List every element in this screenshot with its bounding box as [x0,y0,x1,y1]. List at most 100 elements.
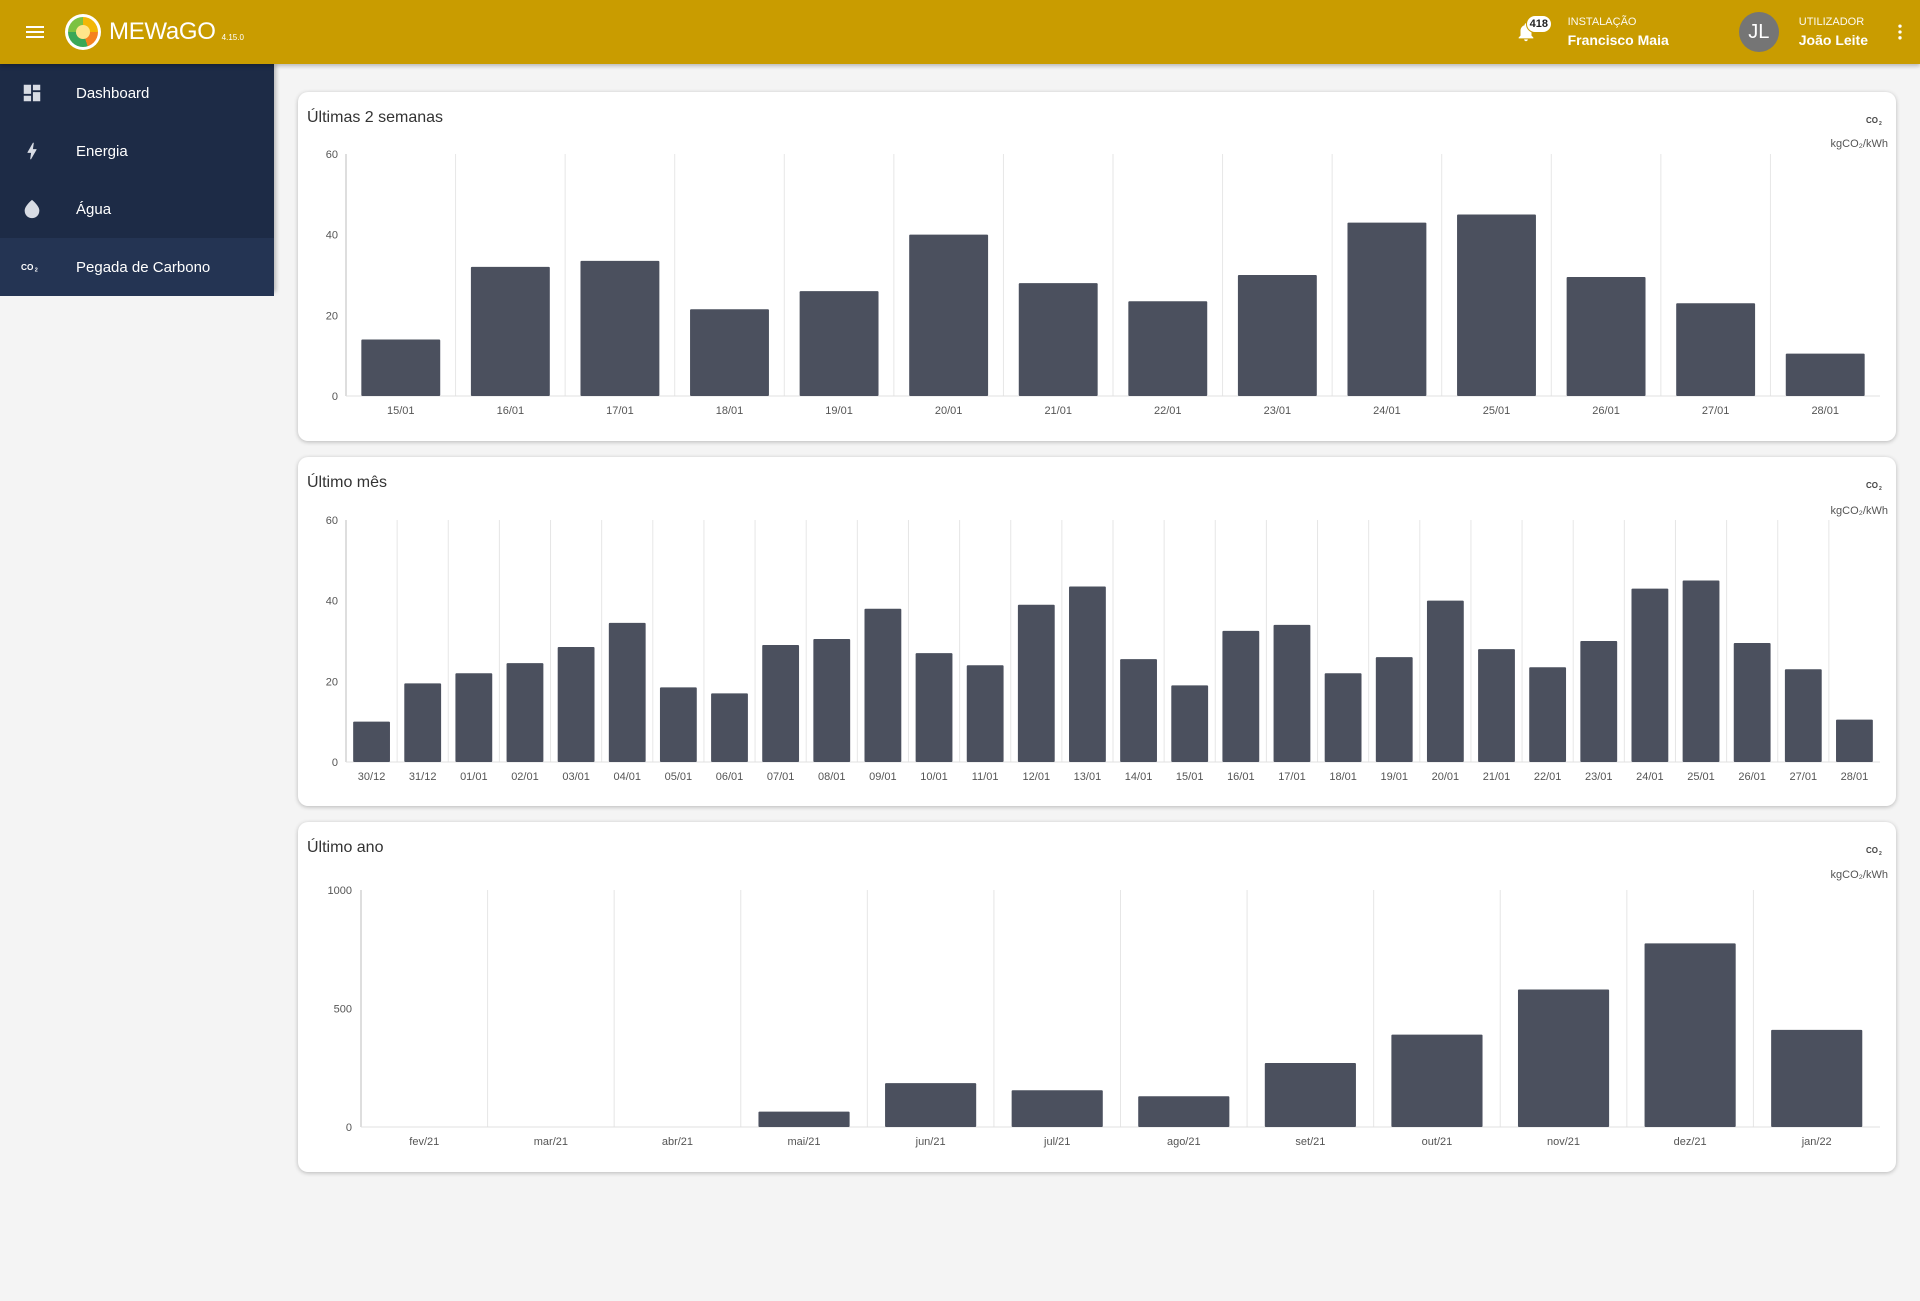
bar [404,683,442,762]
x-tick-label: 11/01 [972,771,999,783]
bar-chart: 0 20 40 60 30/12 31/12 01/01 02/01 03/01 04/01 05/… [326,515,1880,783]
x-tick-label: jun/21 [915,1136,946,1148]
bar [1120,659,1157,762]
menu-button[interactable] [0,0,70,64]
x-tick-label: 26/01 [1592,405,1620,417]
x-tick-label: ago/21 [1167,1136,1201,1148]
x-tick-label: 24/01 [1373,405,1401,417]
x-tick-label: 23/01 [1264,405,1292,417]
installation-name: Francisco Maia [1567,32,1669,48]
sidebar-item-agua[interactable]: Água [0,180,274,238]
x-tick-label: jul/21 [1043,1136,1070,1148]
x-tick-label: 25/01 [1687,771,1715,783]
x-tick-label: 05/01 [665,771,693,783]
bar [762,645,800,762]
bar [758,1111,850,1127]
x-tick-label: 26/01 [1738,771,1766,783]
installation-selector[interactable]: INSTALAÇÃO Francisco Maia [1568,16,1669,48]
bar [1264,1063,1356,1127]
bar [455,673,493,762]
bar [1222,630,1260,762]
x-tick-label: 03/01 [562,771,590,783]
bar-chart: 0 500 1000 fev/21 mar/21 abr/21 mai/21 jun/21 ju… [328,885,1880,1148]
sidebar-item-pegada-de-carbono[interactable]: CO 2 Pegada de Carbono [0,238,274,296]
bar [353,721,390,762]
bar [1426,600,1464,762]
x-tick-label: 07/01 [767,771,795,783]
water-drop-icon [24,199,40,219]
x-tick-label: 31/12 [409,771,437,783]
y-tick-label: 60 [326,149,338,161]
bar [1631,588,1669,762]
bar [1457,214,1536,396]
y-tick-label: 20 [326,310,338,322]
y-tick-label: 0 [332,391,338,403]
svg-text:CO: CO [1866,116,1878,125]
x-tick-label: mai/21 [788,1136,821,1148]
dashboard-icon [23,84,41,102]
co2-icon[interactable]: CO 2 [1866,114,1886,126]
bar [1237,275,1317,396]
x-tick-label: 22/01 [1534,771,1562,783]
x-tick-label: 10/01 [920,771,948,783]
bar [1128,301,1208,396]
chart-card-last-month: Último mês CO 2 kgCO₂/kWh 0 20 40 60 30/12 31/… [298,457,1896,806]
notification-count-badge: 418 [1525,15,1552,33]
bar [1273,624,1311,762]
notifications-button[interactable]: 418 [1506,12,1552,52]
bar [1011,1090,1103,1127]
y-tick-label: 1000 [328,885,352,897]
bar [1347,222,1427,396]
bar [1529,667,1567,762]
bar [1478,649,1515,762]
x-tick-label: 27/01 [1790,771,1818,783]
sidebar-item-energia[interactable]: Energia [0,122,274,180]
bar [1566,277,1646,396]
x-tick-label: abr/21 [662,1136,693,1148]
x-tick-label: 20/01 [1432,771,1460,783]
bar [1375,657,1413,762]
top-app-bar: MEWaGO 4.15.0 418 INSTALAÇÃO Francisco M… [0,0,1920,64]
co2-icon[interactable]: CO 2 [1866,479,1886,491]
svg-text:2: 2 [1879,121,1882,126]
user-avatar[interactable]: JL [1738,12,1779,52]
x-tick-label: 19/01 [825,405,853,417]
x-tick-label: 15/01 [1176,771,1204,783]
card-title: Último mês [307,474,388,491]
bar [1017,604,1055,762]
more-options-button[interactable] [1888,12,1912,52]
y-tick-label: 0 [346,1122,352,1134]
x-tick-label: nov/21 [1547,1136,1580,1148]
co2-icon[interactable]: CO 2 [1866,844,1886,856]
x-tick-label: fev/21 [409,1136,439,1148]
bar [799,291,879,396]
hamburger-menu-icon [26,26,44,38]
user-info[interactable]: UTILIZADOR João Leite [1799,16,1868,48]
x-tick-label: 22/01 [1154,405,1182,417]
app-name: MEWaGO [109,18,216,45]
x-tick-label: 25/01 [1483,405,1511,417]
bar [1324,673,1362,762]
bar [1676,303,1756,396]
x-tick-label: 09/01 [869,771,897,783]
sidebar-item-dashboard[interactable]: Dashboard [0,64,274,122]
app-version: 4.15.0 [221,32,244,42]
x-tick-label: 30/12 [358,771,386,783]
chart-card-last-2-weeks: Últimas 2 semanas CO 2 kgCO₂/kWh 0 20 40 60 1… [298,92,1896,441]
bar [361,339,441,396]
bar [608,622,646,762]
x-tick-label: 18/01 [716,405,744,417]
svg-text:2: 2 [1879,486,1882,491]
bar [885,1083,977,1127]
x-tick-label: 15/01 [387,405,415,417]
bar [506,663,544,762]
x-tick-label: 16/01 [1227,771,1255,783]
app-logo[interactable] [65,14,101,50]
bolt-icon [27,142,37,160]
bar [1784,669,1822,762]
bar [1018,283,1098,396]
x-tick-label: 24/01 [1636,771,1664,783]
x-tick-label: set/21 [1295,1136,1325,1148]
bar [557,647,595,762]
chart-card-last-year: Último ano CO 2 kgCO₂/kWh 0 500 1000 fev/21 m… [298,822,1896,1172]
